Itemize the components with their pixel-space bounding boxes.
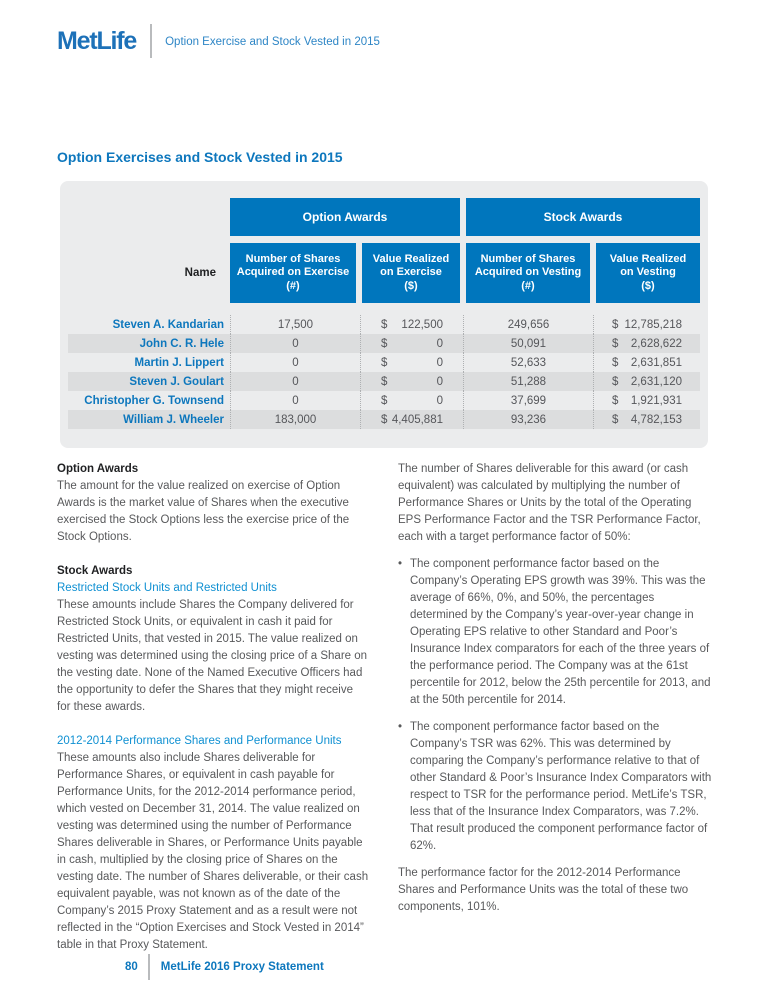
value-exercise-amount: 0 [436,394,443,407]
currency-symbol: $ [381,375,388,388]
table-row: Christopher G. Townsend 0 $0 37,699 $1,9… [68,391,700,410]
shares-exercise-value: 183,000 [230,410,360,429]
right-text-column: The number of Shares deliverable for thi… [398,461,714,916]
value-exercise-cell: $0 [360,353,463,372]
executive-name: Christopher G. Townsend [84,394,224,407]
value-exercise-cell: $122,500 [360,315,463,334]
shares-vesting-value: 37,699 [463,391,593,410]
tsr-factor-bullet: The component performance factor based o… [410,721,712,852]
column-header-shares-exercise: Number of Shares Acquired on Exercise (#… [230,243,356,303]
value-vesting-amount: 2,631,851 [630,356,682,369]
value-exercise-cell: $0 [360,372,463,391]
executive-name: Steven J. Goulart [129,375,224,388]
table-row: William J. Wheeler 183,000 $4,405,881 93… [68,410,700,429]
table-row: John C. R. Hele 0 $0 50,091 $2,628,622 [68,334,700,353]
currency-symbol: $ [381,356,388,369]
value-vesting-amount: 2,628,622 [630,337,682,350]
value-vesting-amount: 12,785,218 [624,318,682,331]
value-vesting-cell: $2,631,851 [593,353,700,372]
value-vesting-cell: $12,785,218 [593,315,700,334]
currency-symbol: $ [381,413,388,426]
stock-awards-heading: Stock Awards [57,565,133,577]
executive-name: William J. Wheeler [123,413,224,426]
metlife-logo: MetLife [57,26,137,55]
currency-symbol: $ [381,337,388,350]
value-vesting-amount: 1,921,931 [630,394,682,407]
table-body: Steven A. Kandarian 17,500 $122,500 249,… [68,315,700,429]
value-exercise-amount: 122,500 [401,318,443,331]
section-title: Option Exercises and Stock Vested in 201… [57,149,343,165]
table-row: Steven A. Kandarian 17,500 $122,500 249,… [68,315,700,334]
page-footer: 80 MetLife 2016 Proxy Statement [125,954,324,980]
executive-name: Steven A. Kandarian [112,318,224,331]
shares-exercise-value: 0 [230,334,360,353]
currency-symbol: $ [381,318,388,331]
footer-label: MetLife 2016 Proxy Statement [160,961,324,973]
option-awards-paragraph: The amount for the value realized on exe… [57,480,350,543]
rsu-subheading: Restricted Stock Units and Restricted Un… [57,582,277,594]
currency-symbol: $ [612,413,619,426]
table-row: Martin J. Lippert 0 $0 52,633 $2,631,851 [68,353,700,372]
shares-vesting-value: 50,091 [463,334,593,353]
shares-exercise-value: 0 [230,372,360,391]
value-vesting-cell: $2,631,120 [593,372,700,391]
executive-name: Martin J. Lippert [134,356,224,369]
shares-exercise-value: 0 [230,353,360,372]
shares-exercise-value: 0 [230,391,360,410]
value-exercise-cell: $4,405,881 [360,410,463,429]
bullet-icon: • [398,558,403,570]
option-exercises-table: Option Awards Stock Awards Name Number o… [60,181,708,448]
column-header-name: Name [184,267,216,279]
eps-factor-bullet: The component performance factor based o… [410,558,711,706]
value-exercise-amount: 0 [436,356,443,369]
value-exercise-cell: $0 [360,334,463,353]
shares-exercise-value: 17,500 [230,315,360,334]
page-number: 80 [125,961,138,973]
shares-vesting-value: 249,656 [463,315,593,334]
left-text-column: Option Awards The amount for the value r… [57,461,369,954]
value-vesting-amount: 4,782,153 [630,413,682,426]
currency-symbol: $ [612,394,619,407]
performance-factor-list: • The component performance factor based … [398,556,714,855]
shares-vesting-value: 93,236 [463,410,593,429]
value-vesting-cell: $1,921,931 [593,391,700,410]
value-exercise-amount: 0 [436,337,443,350]
option-awards-heading: Option Awards [57,463,139,475]
value-vesting-cell: $2,628,622 [593,334,700,353]
currency-symbol: $ [612,318,619,331]
list-item: • The component performance factor based … [398,719,714,855]
executive-name: John C. R. Hele [139,337,224,350]
rsu-paragraph: These amounts include Shares the Company… [57,599,368,713]
footer-divider [147,954,150,980]
column-header-value-exercise: Value Realized on Exercise ($) [362,243,460,303]
value-exercise-cell: $0 [360,391,463,410]
currency-symbol: $ [612,337,619,350]
value-exercise-amount: 0 [436,375,443,388]
shares-vesting-value: 51,288 [463,372,593,391]
currency-symbol: $ [612,356,619,369]
closing-paragraph: The performance factor for the 2012-2014… [398,867,689,913]
table-row: Steven J. Goulart 0 $0 51,288 $2,631,120 [68,372,700,391]
currency-symbol: $ [381,394,388,407]
shares-vesting-value: 52,633 [463,353,593,372]
running-header-title: Option Exercise and Stock Vested in 2015 [165,36,380,48]
calculation-intro-paragraph: The number of Shares deliverable for thi… [398,463,701,543]
bullet-icon: • [398,721,403,733]
group-header-stock-awards: Stock Awards [466,198,700,236]
performance-shares-subheading: 2012-2014 Performance Shares and Perform… [57,735,342,747]
page-header: MetLife Option Exercise and Stock Vested… [57,24,380,58]
value-exercise-amount: 4,405,881 [391,413,443,426]
value-vesting-cell: $4,782,153 [593,410,700,429]
group-header-option-awards: Option Awards [230,198,460,236]
column-header-shares-vesting: Number of Shares Acquired on Vesting (#) [466,243,590,303]
list-item: • The component performance factor based … [398,556,714,709]
column-header-value-vesting: Value Realized on Vesting ($) [596,243,700,303]
value-vesting-amount: 2,631,120 [630,375,682,388]
performance-shares-paragraph: These amounts also include Shares delive… [57,752,369,951]
header-divider [150,24,153,58]
currency-symbol: $ [612,375,619,388]
